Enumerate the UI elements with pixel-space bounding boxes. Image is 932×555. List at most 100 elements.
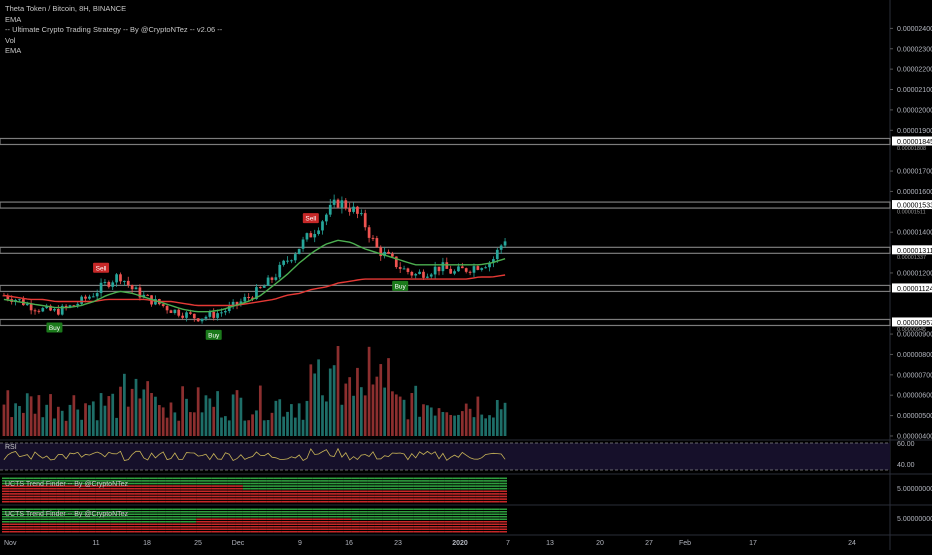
volume-bar bbox=[422, 404, 425, 436]
ucts-stripe bbox=[87, 480, 96, 482]
ucts-stripe bbox=[273, 498, 282, 500]
ucts-stripe bbox=[328, 523, 337, 525]
ucts-stripe bbox=[289, 500, 298, 503]
rsi-line bbox=[3, 447, 506, 462]
ucts-stripe bbox=[483, 508, 492, 510]
ucts-stripe bbox=[149, 518, 158, 520]
ucts-panel-label-1[interactable]: UCTS Trend Finder -- By @CryptoNTez bbox=[5, 481, 129, 488]
volume-bar bbox=[492, 417, 495, 436]
ucts-stripe bbox=[25, 490, 34, 493]
ucts-stripe bbox=[17, 487, 26, 490]
ucts-stripe bbox=[320, 531, 329, 533]
ucts-stripe bbox=[25, 495, 34, 498]
ucts-stripe bbox=[406, 485, 414, 487]
candle-body bbox=[53, 308, 56, 311]
ucts-stripe bbox=[40, 482, 49, 485]
ucts-stripe bbox=[9, 482, 18, 485]
ucts-panel-label-2[interactable]: UCTS Trend Finder -- By @CryptoNTez bbox=[5, 511, 129, 518]
ucts-stripe bbox=[266, 513, 274, 515]
ucts-stripe bbox=[250, 482, 259, 485]
ucts-stripe bbox=[56, 490, 65, 493]
volume-bar bbox=[484, 418, 487, 436]
volume-bar bbox=[352, 395, 355, 436]
ucts-stripe bbox=[499, 518, 507, 520]
ucts-stripe bbox=[211, 490, 220, 493]
ucts-stripe bbox=[79, 490, 88, 493]
ucts-stripe bbox=[165, 500, 173, 503]
ucts-stripe bbox=[149, 513, 158, 515]
ucts-stripe bbox=[71, 518, 80, 520]
ucts-stripe bbox=[421, 490, 430, 493]
signal-label: Buy bbox=[208, 332, 220, 339]
ucts-stripe bbox=[266, 528, 274, 530]
ucts-stripe bbox=[141, 528, 150, 530]
ucts-stripe bbox=[312, 523, 321, 525]
indicator-ucts[interactable]: -- Ultimate Crypto Trading Strategy -- B… bbox=[5, 25, 223, 34]
ucts-stripe bbox=[351, 531, 360, 533]
ucts-stripe bbox=[273, 528, 282, 530]
time-tick-label: 27 bbox=[645, 540, 653, 547]
ucts-stripe bbox=[188, 508, 197, 510]
ucts-stripe bbox=[343, 523, 352, 525]
ucts-stripe bbox=[165, 498, 173, 500]
candle-body bbox=[270, 277, 274, 280]
ucts-stripe bbox=[320, 518, 329, 520]
ucts-stripe bbox=[491, 528, 500, 530]
candle-body bbox=[402, 268, 406, 270]
indicator-ema-1[interactable]: EMA bbox=[5, 14, 22, 24]
symbol-title[interactable]: Theta Token / Bitcoin, 8H, BINANCE bbox=[5, 4, 127, 13]
ucts-stripe bbox=[328, 482, 337, 485]
ucts-stripe bbox=[406, 518, 414, 520]
ucts-stripe bbox=[483, 493, 492, 495]
time-tick-label: 7 bbox=[506, 540, 510, 547]
ucts-stripe bbox=[40, 498, 49, 500]
ucts-stripe bbox=[460, 485, 469, 487]
ucts-stripe bbox=[336, 493, 344, 495]
ucts-stripe bbox=[79, 528, 88, 530]
ucts-stripe bbox=[444, 498, 453, 500]
ucts-stripe bbox=[297, 516, 305, 518]
ucts-stripe bbox=[95, 521, 103, 523]
indicator-ema-2[interactable]: EMA bbox=[5, 46, 22, 55]
volume-bar bbox=[278, 399, 282, 436]
ucts-stripe bbox=[56, 493, 65, 495]
candle-body bbox=[255, 287, 258, 300]
ucts-stripe bbox=[165, 521, 173, 523]
volume-bar bbox=[212, 406, 216, 436]
ucts-stripe bbox=[475, 516, 484, 518]
ucts-stripe bbox=[219, 487, 228, 490]
price-tick-label: 0.00001200 bbox=[897, 270, 932, 277]
ucts-stripe bbox=[250, 521, 259, 523]
volume-bar bbox=[134, 378, 138, 436]
ucts-stripe bbox=[172, 531, 181, 533]
ucts-stripe bbox=[48, 493, 57, 495]
ucts-stripe bbox=[398, 523, 406, 525]
ucts-stripe bbox=[343, 480, 352, 482]
ucts-stripe bbox=[141, 495, 150, 498]
ucts-stripe bbox=[110, 523, 119, 525]
ucts-stripe bbox=[180, 500, 189, 503]
ucts-stripe bbox=[95, 518, 103, 520]
ucts-stripe bbox=[429, 498, 438, 500]
ucts-stripe bbox=[475, 480, 484, 482]
ucts-stripe bbox=[56, 477, 65, 480]
ucts-stripe bbox=[157, 500, 166, 503]
ucts-stripe bbox=[188, 511, 197, 513]
volume-bar bbox=[192, 412, 196, 436]
ucts-stripe bbox=[9, 480, 18, 482]
ucts-stripe bbox=[103, 518, 111, 520]
ucts-stripe bbox=[227, 487, 236, 490]
indicator-vol[interactable]: Vol bbox=[5, 35, 16, 45]
ucts-stripe bbox=[64, 523, 72, 525]
ucts-stripe bbox=[359, 498, 368, 500]
ucts-stripe bbox=[289, 526, 298, 528]
candle-body bbox=[325, 214, 328, 222]
ucts-stripe bbox=[491, 516, 500, 518]
candle-body bbox=[115, 274, 118, 283]
time-tick-label: 20 bbox=[596, 540, 604, 547]
rsi-panel-label[interactable]: RSI bbox=[5, 444, 17, 451]
ucts-stripe bbox=[312, 531, 321, 533]
ucts-stripe bbox=[141, 523, 150, 525]
